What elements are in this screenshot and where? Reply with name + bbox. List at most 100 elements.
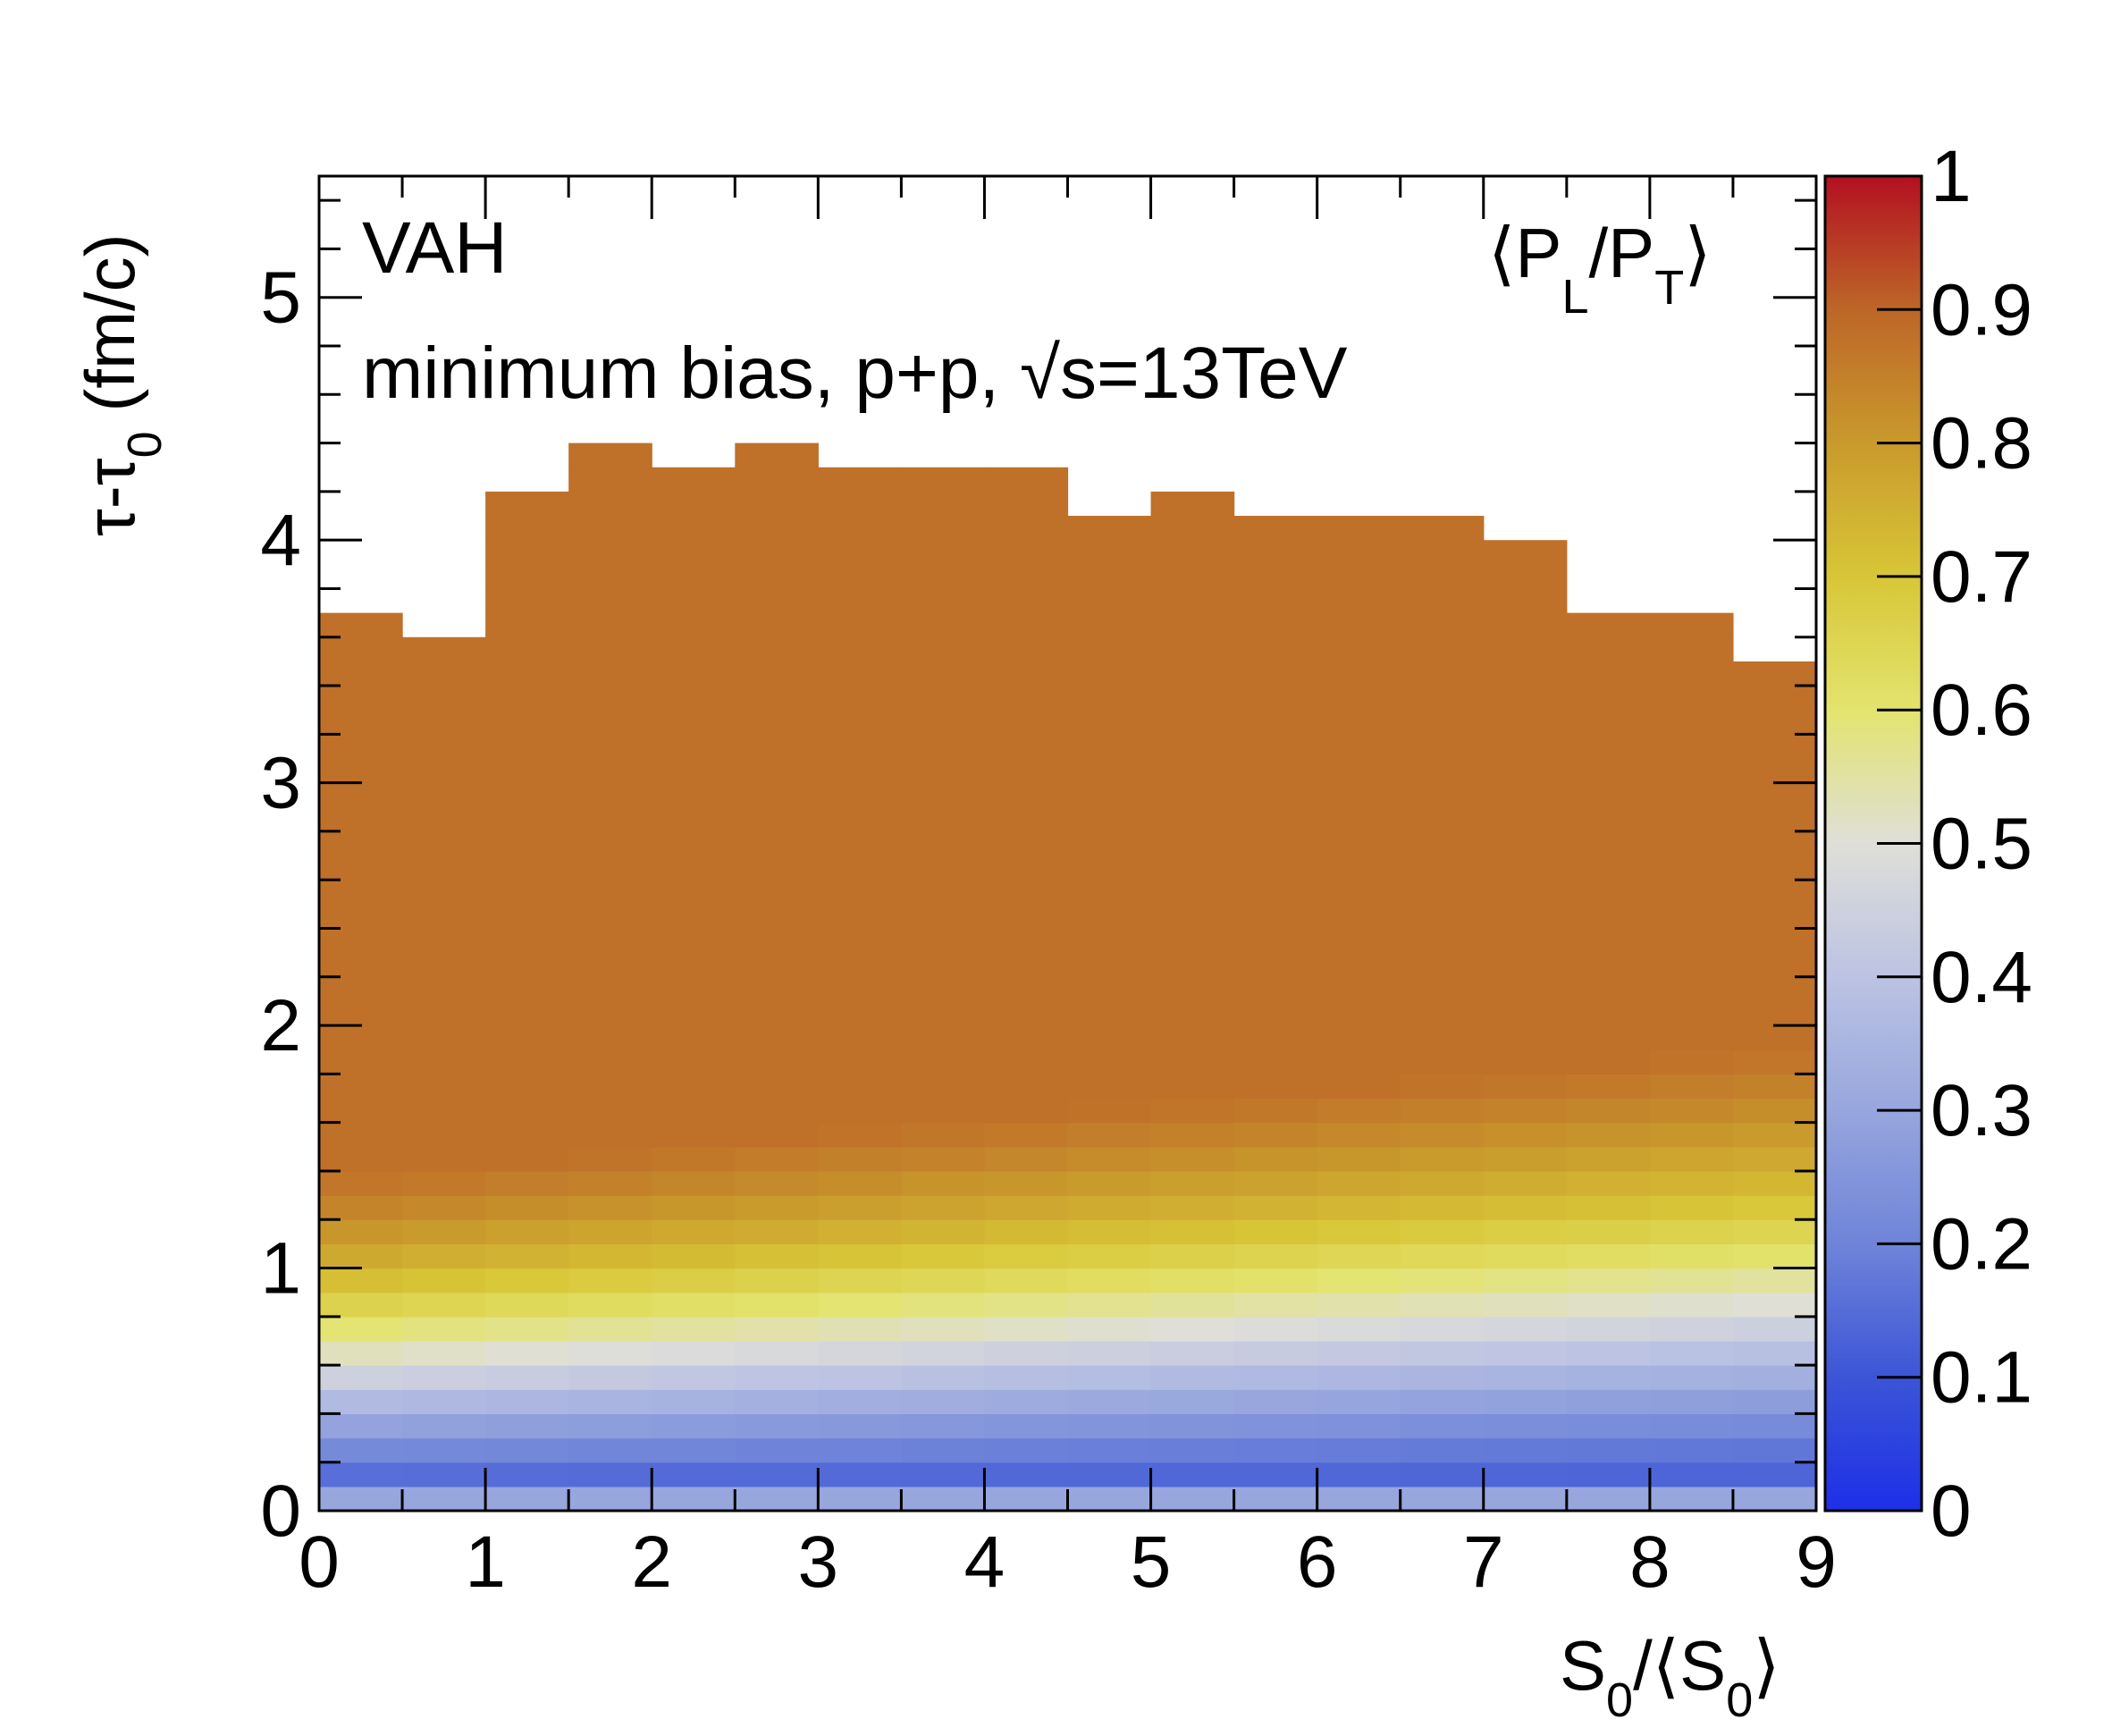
heatmap-cell xyxy=(1483,1025,1568,1050)
heatmap-cell xyxy=(319,830,403,856)
heatmap-cell xyxy=(818,1074,902,1100)
heatmap-cell xyxy=(1317,1122,1401,1148)
heatmap-cell xyxy=(402,1268,486,1294)
heatmap-cell xyxy=(984,855,1069,881)
heatmap-cell xyxy=(1317,588,1401,614)
heatmap-cell xyxy=(1150,734,1235,760)
heatmap-cell xyxy=(984,758,1069,784)
heatmap-cell xyxy=(818,1000,902,1026)
heatmap-cell xyxy=(1400,928,1485,954)
heatmap-cell xyxy=(735,1268,819,1294)
heatmap-cell xyxy=(901,516,986,541)
heatmap-cell xyxy=(1233,1074,1318,1100)
heatmap-cell xyxy=(1483,1195,1568,1220)
heatmap-cell xyxy=(652,540,736,565)
heatmap-cell xyxy=(1732,1486,1817,1512)
heatmap-cell xyxy=(1483,806,1568,832)
heatmap-cell xyxy=(1150,1170,1235,1196)
heatmap-cell xyxy=(901,1462,986,1487)
heatmap-cell xyxy=(818,904,902,930)
heatmap-cell xyxy=(1483,1074,1568,1100)
heatmap-cell xyxy=(1067,516,1152,541)
heatmap-cell xyxy=(568,1413,652,1439)
heatmap-cell xyxy=(568,928,652,954)
x-tick-label: 2 xyxy=(631,1521,672,1603)
heatmap-cell xyxy=(485,1146,569,1172)
heatmap-cell xyxy=(901,1098,986,1124)
heatmap-cell xyxy=(1649,952,1734,978)
heatmap-cell xyxy=(901,661,986,687)
heatmap-cell xyxy=(1317,1462,1401,1487)
heatmap-cell xyxy=(652,1292,736,1318)
heatmap-cell xyxy=(1483,1292,1568,1318)
heatmap-cell xyxy=(1317,1268,1401,1294)
heatmap-cell xyxy=(1067,1413,1152,1439)
heatmap-cell xyxy=(1233,1243,1318,1269)
y-axis-label: τ-τ0 (fm/c) xyxy=(71,233,172,536)
heatmap-cell xyxy=(901,904,986,930)
heatmap-cell xyxy=(735,758,819,784)
heatmap-cell xyxy=(1150,976,1235,1002)
heatmap-cell xyxy=(1483,1000,1568,1026)
heatmap-cell xyxy=(1317,952,1401,978)
heatmap-cell xyxy=(735,830,819,856)
heatmap-cell xyxy=(319,976,403,1002)
heatmap-cell xyxy=(1233,806,1318,832)
heatmap-cell xyxy=(485,1292,569,1318)
heatmap-cell xyxy=(568,686,652,711)
heatmap-cell xyxy=(1566,686,1651,711)
heatmap-cell xyxy=(1233,1098,1318,1124)
heatmap-cell xyxy=(901,491,986,517)
heatmap-cell xyxy=(818,758,902,784)
heatmap-cell xyxy=(568,1340,652,1366)
heatmap-cell xyxy=(1067,1219,1152,1244)
heatmap-cell xyxy=(1483,928,1568,954)
heatmap-cell xyxy=(1566,734,1651,760)
heatmap-cell xyxy=(652,636,736,662)
z-label-close: ⟩ xyxy=(1684,214,1711,292)
x-tick-label: 8 xyxy=(1629,1521,1670,1603)
heatmap-cell xyxy=(1233,734,1318,760)
heatmap-cell xyxy=(485,1486,569,1512)
heatmap-cell xyxy=(1317,686,1401,711)
heatmap-cell xyxy=(319,1316,403,1342)
heatmap-cell xyxy=(402,686,486,711)
heatmap-cell xyxy=(984,806,1069,832)
heatmap-cell xyxy=(402,806,486,832)
heatmap-cell xyxy=(1067,1486,1152,1512)
heatmap-cell xyxy=(901,1292,986,1318)
heatmap-cell xyxy=(1649,1268,1734,1294)
heatmap-cell xyxy=(1732,1389,1817,1415)
heatmap-cell xyxy=(1317,855,1401,881)
heatmap-cell xyxy=(568,1243,652,1269)
heatmap-cell xyxy=(1150,540,1235,565)
heatmap-cell xyxy=(1566,1365,1651,1390)
heatmap-cell xyxy=(1150,1437,1235,1463)
heatmap-cell xyxy=(1483,612,1568,638)
heatmap-cell xyxy=(1317,1243,1401,1269)
heatmap-cell xyxy=(1317,661,1401,687)
heatmap-cell xyxy=(1400,1389,1485,1415)
heatmap-cell xyxy=(1317,1000,1401,1026)
heatmap-cell xyxy=(319,686,403,711)
heatmap-cell xyxy=(1400,1268,1485,1294)
z-label-sub1: L xyxy=(1561,270,1588,324)
heatmap-cell xyxy=(1067,686,1152,711)
heatmap-cell xyxy=(652,830,736,856)
heatmap-cell xyxy=(1566,806,1651,832)
heatmap-cell xyxy=(735,1292,819,1318)
model-label: VAH xyxy=(362,207,508,289)
heatmap-cell xyxy=(1732,1437,1817,1463)
heatmap-cell xyxy=(1317,710,1401,735)
heatmap-cell xyxy=(1233,612,1318,638)
heatmap-cell xyxy=(1233,1268,1318,1294)
heatmap-cell xyxy=(1150,1219,1235,1244)
heatmap-cell xyxy=(1483,758,1568,784)
heatmap-cell xyxy=(1649,636,1734,662)
heatmap-cell xyxy=(818,1462,902,1487)
heatmap-cell xyxy=(319,1146,403,1172)
heatmap-cell xyxy=(1732,1000,1817,1026)
heatmap-cell xyxy=(984,1486,1069,1512)
heatmap-cell xyxy=(818,1268,902,1294)
heatmap-cell xyxy=(1732,1292,1817,1318)
